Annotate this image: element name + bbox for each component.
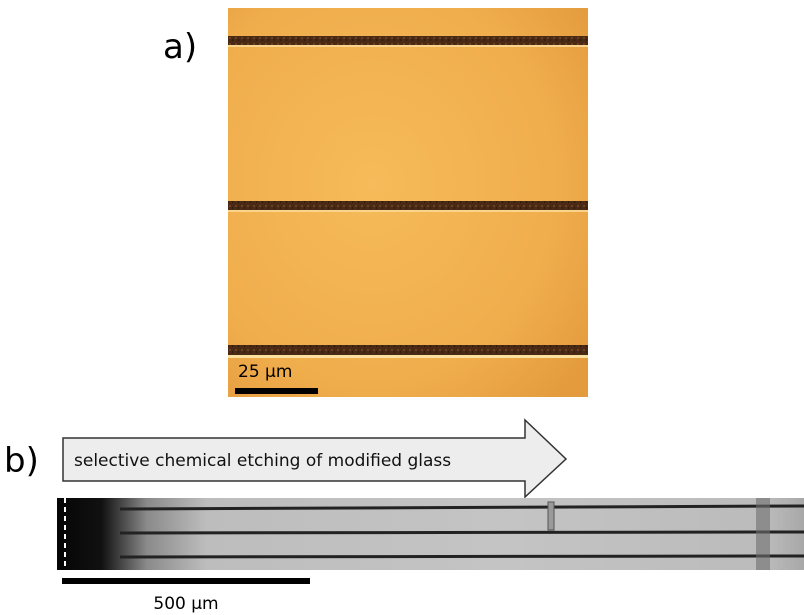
scale-bar-label: 25 µm bbox=[238, 362, 292, 382]
panel-label: a) bbox=[163, 27, 197, 67]
micrograph-b bbox=[57, 498, 804, 584]
panel-label: b) bbox=[4, 441, 39, 481]
arrow-label: selective chemical etching of modified g… bbox=[74, 451, 451, 471]
figure: a) 25 µm b) selective chemical etching o… bbox=[0, 0, 804, 615]
scale-bar-label: 500 µm bbox=[153, 594, 218, 614]
micrograph-a bbox=[228, 8, 588, 397]
